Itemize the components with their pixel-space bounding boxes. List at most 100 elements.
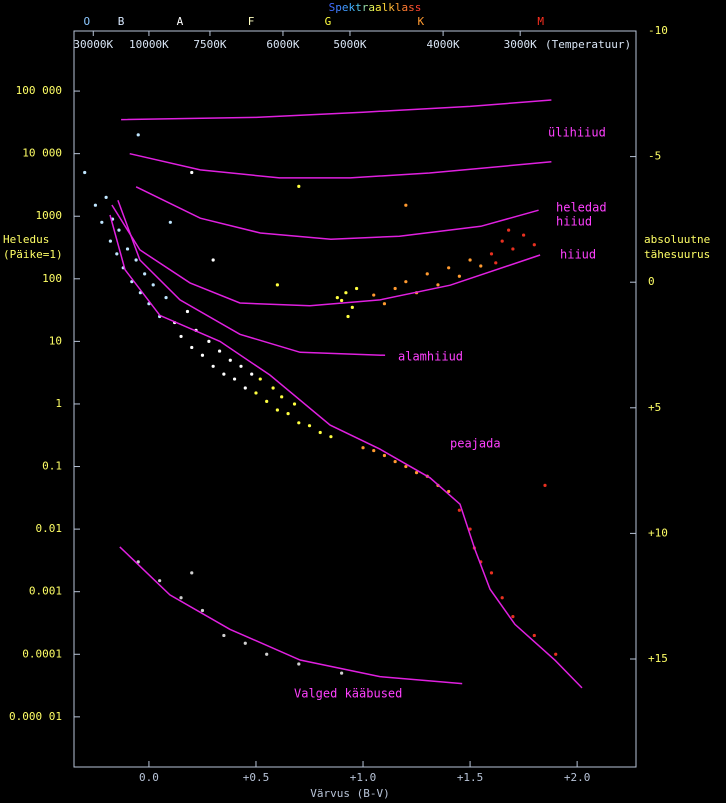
star bbox=[207, 339, 211, 343]
curve-label: hiiud bbox=[560, 248, 596, 262]
star bbox=[340, 671, 344, 675]
star bbox=[500, 596, 504, 600]
y2-tick-label: +10 bbox=[648, 526, 668, 539]
star bbox=[307, 424, 312, 428]
y2-tick-label: +5 bbox=[648, 401, 661, 414]
star bbox=[318, 430, 322, 435]
star bbox=[151, 283, 155, 287]
star bbox=[143, 272, 147, 276]
chart-title: Spektraalklass bbox=[329, 1, 422, 14]
star bbox=[532, 243, 536, 247]
spectral-class: O bbox=[84, 15, 91, 28]
star bbox=[447, 489, 451, 494]
y-tick-label: 0.0001 bbox=[22, 647, 62, 660]
star bbox=[344, 291, 348, 295]
x-tick-label: +1.0 bbox=[350, 771, 377, 784]
star bbox=[211, 258, 215, 262]
star bbox=[382, 453, 387, 458]
star bbox=[164, 296, 168, 300]
temperature-label: 30000K bbox=[73, 38, 113, 51]
star bbox=[361, 446, 365, 450]
y-tick-label: 1000 bbox=[36, 209, 63, 222]
luminosity-class-curve bbox=[121, 99, 552, 121]
star bbox=[393, 459, 397, 464]
star bbox=[136, 560, 140, 564]
x-tick-label: +0.5 bbox=[243, 771, 270, 784]
star bbox=[222, 633, 226, 638]
star bbox=[404, 464, 408, 469]
star bbox=[372, 448, 376, 453]
star bbox=[292, 402, 297, 406]
star bbox=[93, 203, 98, 207]
star bbox=[185, 309, 190, 314]
spectral-class: F bbox=[248, 15, 255, 28]
star bbox=[179, 596, 183, 600]
star bbox=[355, 286, 359, 291]
star bbox=[190, 170, 194, 175]
x-tick-label: +2.0 bbox=[564, 771, 591, 784]
star bbox=[271, 386, 275, 390]
star bbox=[158, 579, 162, 583]
y-tick-label: 100 bbox=[42, 272, 62, 285]
temperature-label: 10000K bbox=[129, 38, 169, 51]
star bbox=[297, 421, 301, 425]
star bbox=[200, 608, 205, 613]
star bbox=[286, 412, 290, 416]
y-tick-label: 0.01 bbox=[36, 522, 63, 535]
curve-label: peajada bbox=[450, 437, 501, 451]
star bbox=[404, 203, 408, 207]
spectral-class: K bbox=[418, 15, 425, 28]
star bbox=[243, 641, 247, 645]
star bbox=[447, 266, 451, 270]
y-tick-label: 0.001 bbox=[29, 585, 62, 598]
star bbox=[382, 302, 387, 306]
star bbox=[136, 133, 140, 137]
y-tick-label: 1 bbox=[55, 397, 62, 410]
plot-frame bbox=[73, 30, 637, 768]
star bbox=[346, 314, 350, 319]
star bbox=[404, 280, 408, 284]
star bbox=[211, 364, 215, 368]
x-tick-label: +1.5 bbox=[457, 771, 484, 784]
star bbox=[280, 395, 284, 399]
temperature-title: (Temperatuur) bbox=[545, 38, 631, 51]
star bbox=[115, 252, 119, 256]
curve-label: hiiud bbox=[556, 215, 592, 229]
star bbox=[190, 345, 194, 350]
star bbox=[228, 358, 232, 362]
luminosity-class-curve bbox=[117, 200, 386, 357]
temperature-label: 4000K bbox=[427, 38, 460, 51]
star bbox=[554, 652, 558, 656]
star bbox=[297, 184, 301, 188]
star bbox=[104, 195, 108, 199]
y-tick-label: 0.000 01 bbox=[9, 710, 62, 723]
y-axis-title: Heledus bbox=[3, 233, 49, 246]
star bbox=[329, 435, 333, 439]
star bbox=[522, 233, 526, 237]
star bbox=[494, 261, 498, 265]
x-axis-title: Värvus (B-V) bbox=[310, 787, 389, 800]
star bbox=[275, 283, 279, 287]
star bbox=[134, 258, 138, 262]
star bbox=[239, 364, 243, 368]
luminosity-class-curve bbox=[109, 214, 583, 689]
star bbox=[243, 386, 247, 390]
curve-label: alamhiiud bbox=[398, 350, 463, 364]
y-tick-label: 10 bbox=[49, 334, 62, 347]
star bbox=[100, 220, 104, 224]
x-tick-label: 0.0 bbox=[139, 771, 159, 784]
star bbox=[511, 247, 515, 251]
star bbox=[250, 372, 254, 376]
y-tick-label: 10 000 bbox=[22, 147, 62, 160]
star bbox=[297, 662, 301, 666]
star bbox=[489, 571, 494, 575]
star bbox=[457, 274, 461, 278]
star bbox=[372, 293, 376, 297]
star bbox=[500, 239, 504, 243]
temperature-label: 7500K bbox=[193, 38, 226, 51]
y-axis-title: (Päike=1) bbox=[3, 248, 63, 261]
star bbox=[335, 296, 339, 300]
star bbox=[479, 264, 483, 268]
